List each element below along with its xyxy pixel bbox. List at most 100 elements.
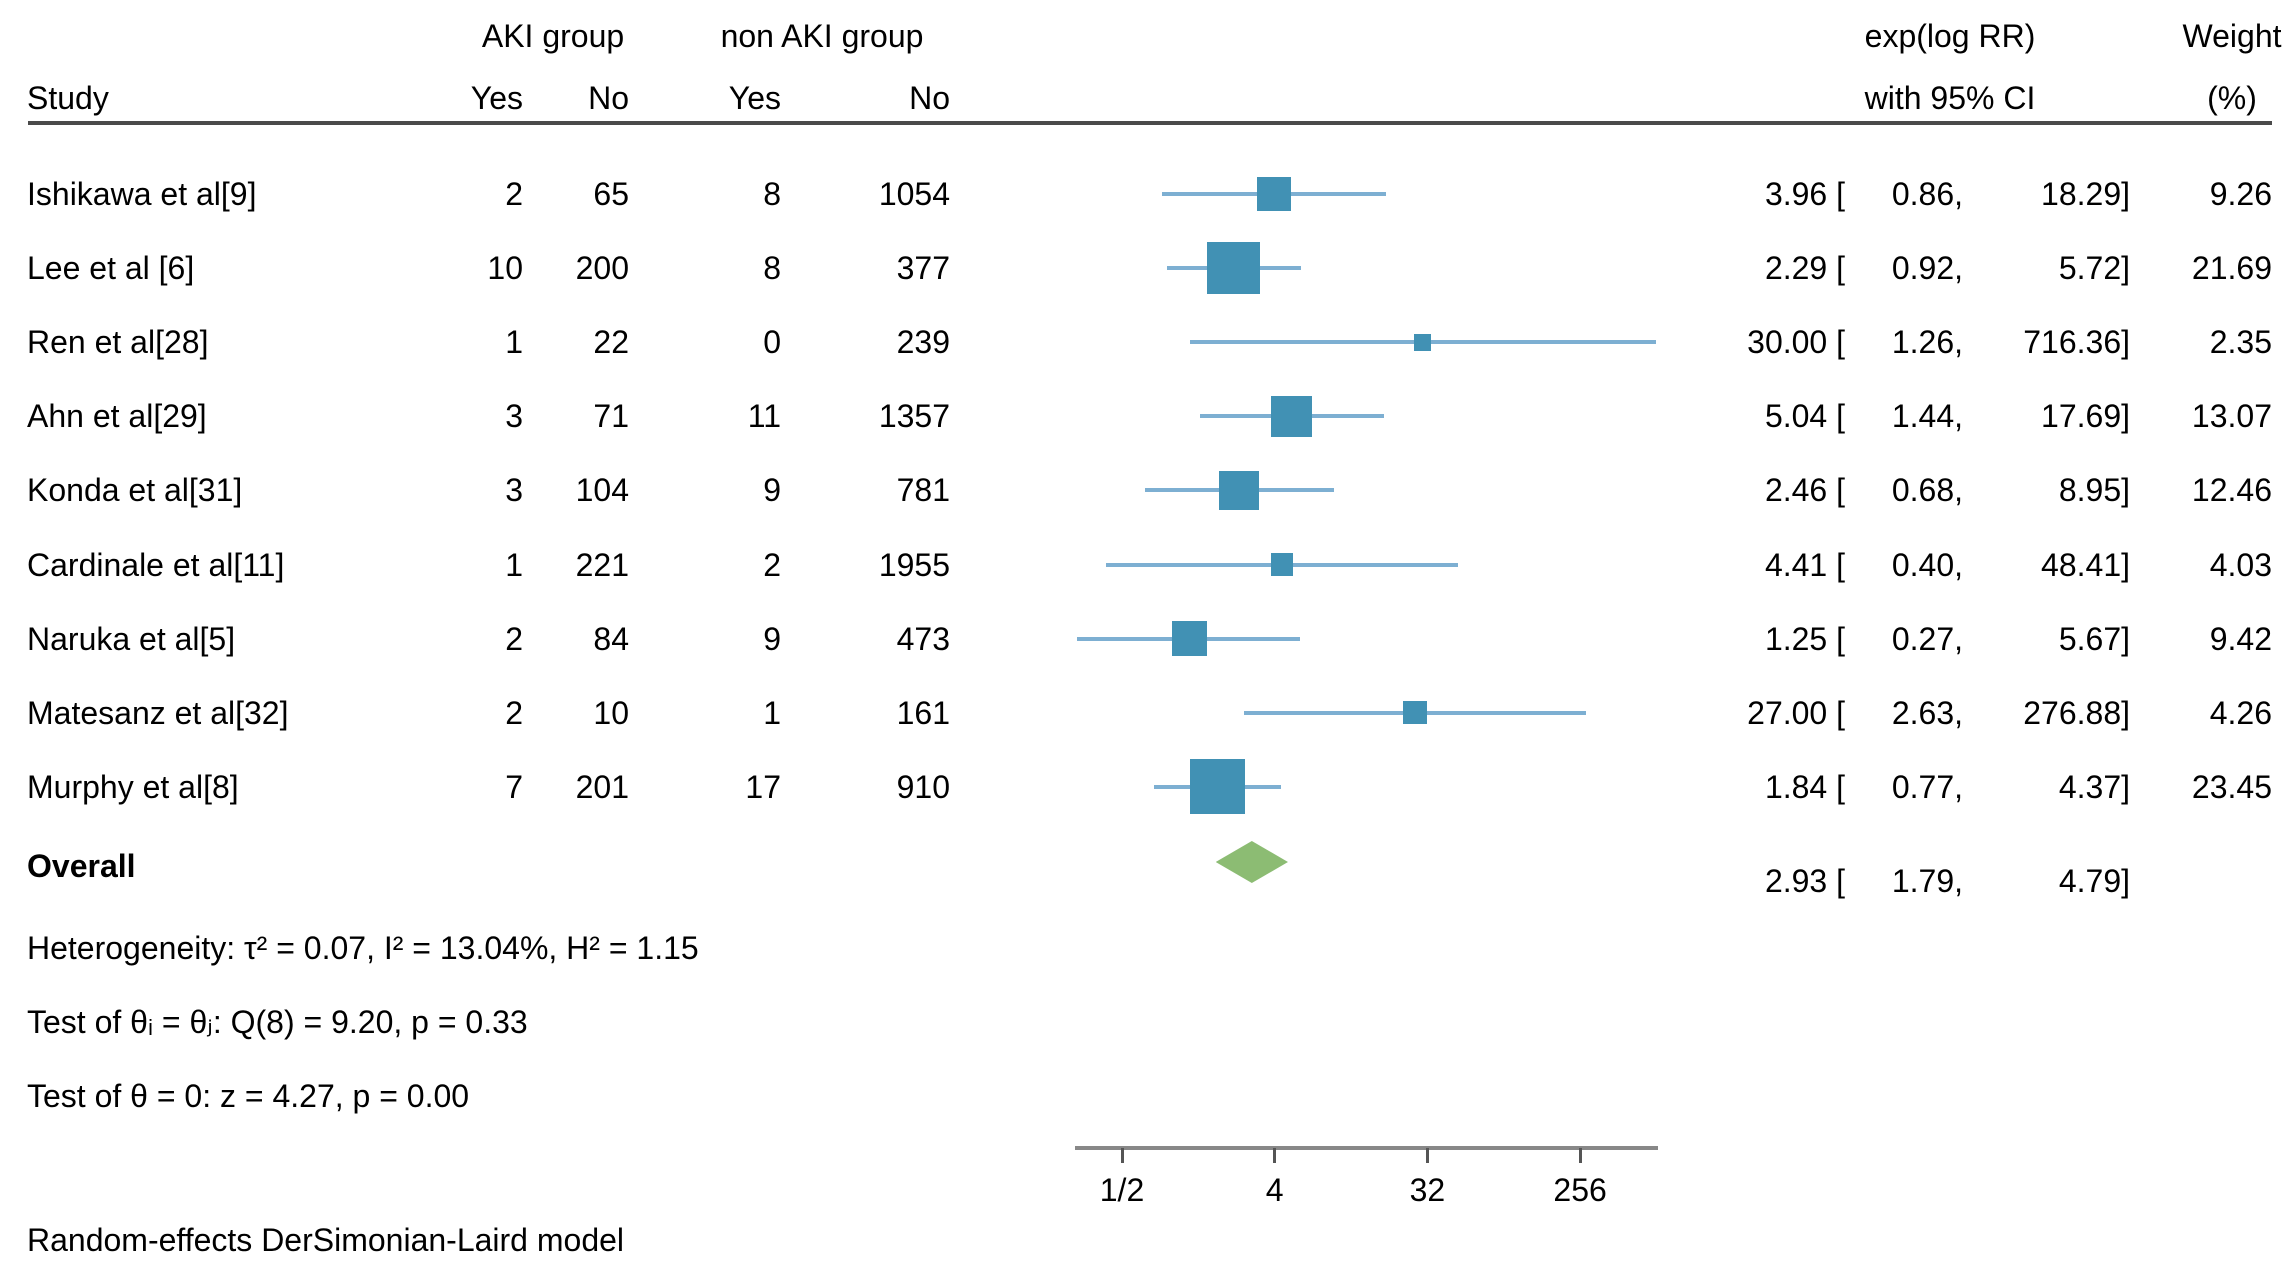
aki-no-count: 104 xyxy=(575,472,629,509)
effect-estimate: 27.00 [ xyxy=(1747,694,1845,731)
non-aki-no-count: 473 xyxy=(896,620,950,657)
aki-yes-count: 7 xyxy=(505,768,523,805)
non-aki-no-count: 161 xyxy=(896,694,950,731)
effect-estimate: 3.96 [ xyxy=(1764,176,1845,212)
group1-yes-header: Yes xyxy=(470,80,523,116)
ci-lower: 0.92, xyxy=(1891,250,1963,287)
ci-lower: 0.27, xyxy=(1891,620,1963,657)
effect-square xyxy=(1219,470,1259,511)
aki-yes-count: 3 xyxy=(505,398,523,435)
non-aki-no-count: 1955 xyxy=(878,546,950,583)
axis-tick xyxy=(1120,1148,1124,1163)
aki-no-count: 221 xyxy=(575,546,629,583)
effect-subheader: with 95% CI xyxy=(1864,80,2036,116)
non-aki-yes-count: 17 xyxy=(745,768,781,805)
non-aki-yes-count: 1 xyxy=(763,694,781,731)
effect-square xyxy=(1270,553,1294,576)
test-theta-zero-text: Test of θ = 0: z = 4.27, p = 0.00 xyxy=(27,1078,470,1114)
table-row: Ishikawa et al[9] 2 65 8 1054 3.96 [0.86, 18.2… xyxy=(0,157,2295,231)
study-name: Matesanz et al[32] xyxy=(27,694,289,731)
ci-upper: 5.72] xyxy=(2058,250,2130,287)
aki-no-count: 71 xyxy=(593,398,629,435)
effect-square xyxy=(1256,176,1292,212)
study-name: Ren et al[28] xyxy=(27,324,209,361)
weight-value: 4.03 xyxy=(2209,546,2272,583)
non-aki-no-count: 1357 xyxy=(878,398,950,435)
ci-lower: 1.44, xyxy=(1891,398,1963,435)
non-aki-yes-count: 11 xyxy=(747,398,781,435)
non-aki-yes-count: 0 xyxy=(763,324,781,361)
study-name: Konda et al[31] xyxy=(27,472,243,509)
non-aki-yes-count: 8 xyxy=(763,176,781,212)
aki-yes-count: 2 xyxy=(505,620,523,657)
study-name: Lee et al [6] xyxy=(27,250,195,287)
weight-value: 9.26 xyxy=(2209,176,2272,212)
overall-ci-upper: 4.79] xyxy=(2058,863,2130,899)
non-aki-yes-count: 9 xyxy=(763,472,781,509)
aki-no-count: 201 xyxy=(575,768,629,805)
table-row: Naruka et al[5] 2 84 9 473 1.25 [0.27, 5.67] 9.… xyxy=(0,602,2295,676)
effect-square xyxy=(1271,395,1313,437)
ci-upper: 8.95] xyxy=(2058,472,2130,509)
axis-tick-label: 256 xyxy=(1553,1172,1607,1208)
table-row: Matesanz et al[32] 2 10 1 161 27.00 [2.63, 276… xyxy=(0,676,2295,750)
aki-no-count: 22 xyxy=(593,324,629,361)
ci-lower: 0.40, xyxy=(1891,546,1963,583)
ci-upper: 48.41] xyxy=(2041,546,2130,583)
axis-tick xyxy=(1273,1148,1277,1163)
non-aki-no-count: 910 xyxy=(896,768,950,805)
group2-header: non AKI group xyxy=(720,18,924,54)
non-aki-yes-count: 8 xyxy=(763,250,781,287)
effect-estimate: 1.25 [ xyxy=(1764,620,1845,657)
effect-estimate: 5.04 [ xyxy=(1764,398,1845,435)
table-row: Ren et al[28] 1 22 0 239 30.00 [1.26, 716.36] 2… xyxy=(0,305,2295,379)
non-aki-no-count: 239 xyxy=(896,324,950,361)
aki-no-count: 84 xyxy=(593,620,629,657)
aki-yes-count: 1 xyxy=(505,324,523,361)
overall-row: 2.93 [ 1.79, 4.79] xyxy=(0,844,2295,918)
weight-value: 2.35 xyxy=(2209,324,2272,361)
study-name: Ahn et al[29] xyxy=(27,398,207,435)
heterogeneity-text: Heterogeneity: τ² = 0.07, I² = 13.04%, H… xyxy=(27,930,699,966)
axis-tick-label: 32 xyxy=(1409,1172,1446,1208)
table-row: Murphy et al[8] 7 201 17 910 1.84 [0.77, 4.37]… xyxy=(0,750,2295,824)
weight-value: 23.45 xyxy=(2191,768,2272,805)
ci-lower: 2.63, xyxy=(1891,694,1963,731)
non-aki-yes-count: 2 xyxy=(763,546,781,583)
axis-tick xyxy=(1578,1148,1582,1163)
overall-ci-lower: 1.79, xyxy=(1891,863,1963,899)
effect-square xyxy=(1171,621,1207,656)
study-name: Cardinale et al[11] xyxy=(27,546,285,583)
test-theta-ij-text: Test of θᵢ = θⱼ: Q(8) = 9.20, p = 0.33 xyxy=(27,1004,528,1040)
weight-header: Weight xyxy=(2182,18,2282,54)
effect-square xyxy=(1190,759,1245,815)
table-row: Cardinale et al[11] 1 221 2 1955 4.41 [0.40, 4… xyxy=(0,528,2295,602)
study-name: Naruka et al[5] xyxy=(27,620,236,657)
weight-value: 13.07 xyxy=(2191,398,2272,435)
effect-estimate: 30.00 [ xyxy=(1747,324,1845,361)
ci-lower: 1.26, xyxy=(1891,324,1963,361)
non-aki-no-count: 1054 xyxy=(878,176,950,212)
ci-lower: 0.68, xyxy=(1891,472,1963,509)
aki-yes-count: 2 xyxy=(505,694,523,731)
group2-yes-header: Yes xyxy=(728,80,781,116)
effect-estimate: 2.29 [ xyxy=(1764,250,1845,287)
group1-no-header: No xyxy=(588,80,629,116)
effect-estimate: 4.41 [ xyxy=(1764,546,1845,583)
aki-yes-count: 2 xyxy=(505,176,523,212)
weight-value: 12.46 xyxy=(2191,472,2272,509)
table-row: Lee et al [6] 10 200 8 377 2.29 [0.92, 5.72] 21… xyxy=(0,231,2295,305)
model-footnote: Random-effects DerSimonian-Laird model xyxy=(27,1222,625,1258)
ci-upper: 276.88] xyxy=(2023,694,2130,731)
study-column-header: Study xyxy=(27,80,109,116)
non-aki-yes-count: 9 xyxy=(763,620,781,657)
aki-no-count: 200 xyxy=(575,250,629,287)
effect-square xyxy=(1414,333,1432,351)
aki-yes-count: 10 xyxy=(487,250,523,287)
ci-upper: 18.29] xyxy=(2041,176,2130,212)
weight-value: 21.69 xyxy=(2191,250,2272,287)
study-name: Ishikawa et al[9] xyxy=(27,176,257,212)
overall-estimate: 2.93 [ xyxy=(1764,863,1845,899)
effect-square xyxy=(1207,241,1260,295)
